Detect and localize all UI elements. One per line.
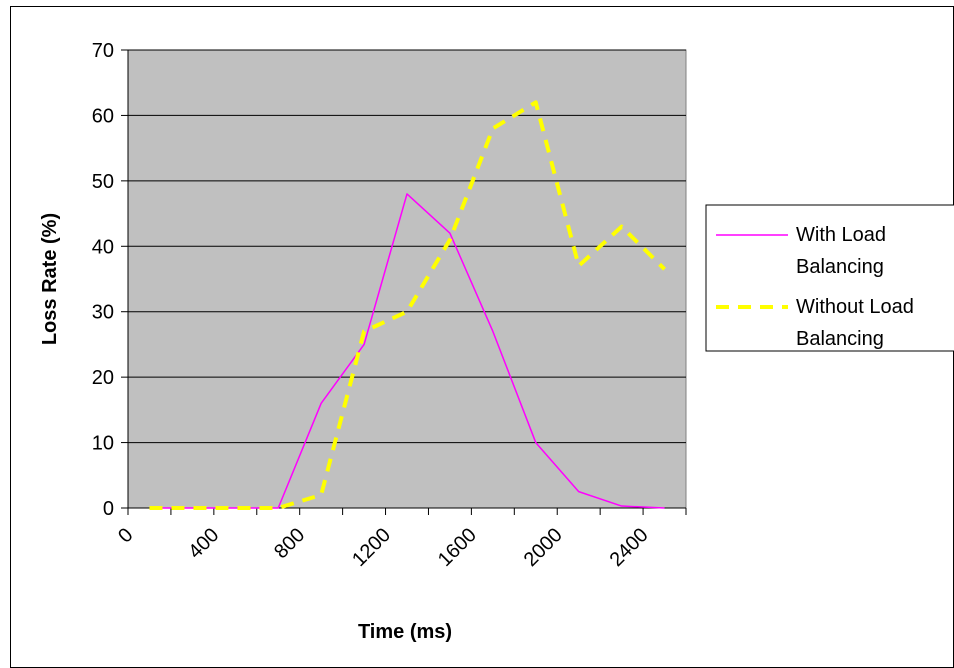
x-axis-title: Time (ms) bbox=[358, 621, 452, 643]
y-tick-label: 60 bbox=[92, 105, 114, 127]
legend-label-2: Balancing bbox=[796, 328, 884, 350]
x-tick-label: 800 bbox=[270, 524, 309, 563]
y-tick-label: 50 bbox=[92, 171, 114, 193]
y-axis-title: Loss Rate (%) bbox=[39, 213, 61, 345]
y-tick-label: 20 bbox=[92, 367, 114, 389]
x-tick-label: 2400 bbox=[606, 524, 653, 571]
plot-area bbox=[127, 49, 687, 509]
x-tick-labels: 0 400 800 1200 1600 2000 2400 bbox=[114, 524, 652, 571]
x-tick-label: 0 bbox=[114, 524, 137, 547]
legend-label-1: With Load bbox=[796, 224, 886, 246]
y-tick-label: 0 bbox=[103, 498, 114, 520]
y-tick-label: 10 bbox=[92, 433, 114, 455]
series-lines bbox=[149, 100, 666, 510]
x-tick-label: 400 bbox=[184, 524, 223, 563]
y-tick-label: 70 bbox=[92, 40, 114, 62]
legend-label-2: Without Load bbox=[796, 296, 914, 318]
y-tick-label: 40 bbox=[92, 236, 114, 258]
legend-box bbox=[705, 204, 954, 352]
x-tick-label: 2000 bbox=[520, 524, 567, 571]
y-tick-label: 30 bbox=[92, 302, 114, 324]
x-tick-label: 1600 bbox=[434, 524, 481, 571]
legend-label-1: Balancing bbox=[796, 256, 884, 278]
legend: With Load Balancing Without Load Balancing bbox=[705, 204, 954, 352]
gridlines bbox=[128, 49, 686, 444]
y-tick-labels: 0 10 20 30 40 50 60 70 bbox=[92, 40, 114, 520]
x-tick-label: 1200 bbox=[348, 524, 395, 571]
